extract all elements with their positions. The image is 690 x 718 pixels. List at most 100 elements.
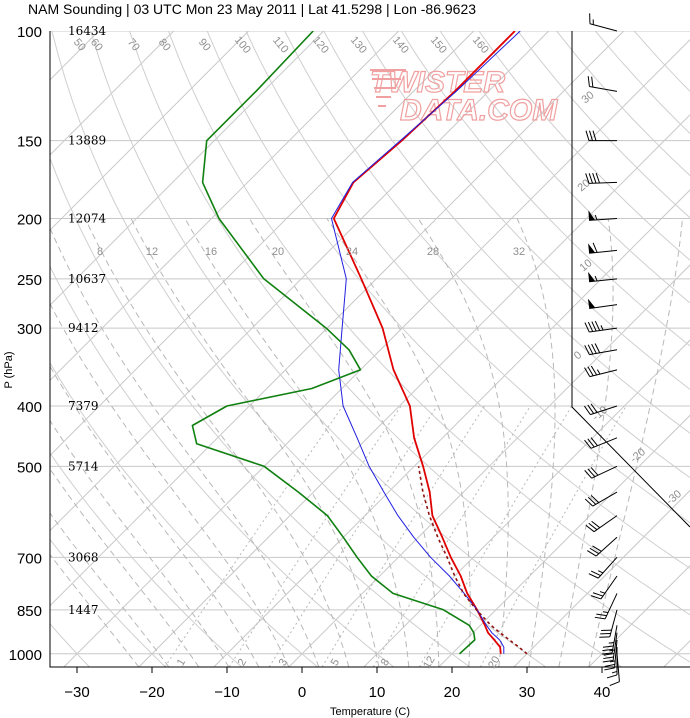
isotherm-line bbox=[50, 31, 475, 457]
dry-adiabat-label: 50 bbox=[71, 37, 88, 54]
dry-adiabat-label: 100 bbox=[232, 34, 253, 56]
background-lines bbox=[50, 31, 690, 667]
dry-adiabat bbox=[323, 31, 690, 434]
height-label: 1447 bbox=[68, 603, 99, 617]
isotherm-line bbox=[50, 31, 625, 607]
mixing-ratio-line bbox=[418, 405, 573, 667]
wind-barb bbox=[584, 365, 618, 378]
y-tick-label: 250 bbox=[17, 272, 42, 289]
dry-adiabat-label: 80 bbox=[156, 37, 173, 54]
mixing-ratio-label: 5 bbox=[329, 657, 342, 668]
theta-e-label: 24 bbox=[346, 246, 358, 258]
dry-adiabat-label: 130 bbox=[348, 34, 369, 56]
wind-barb bbox=[601, 625, 618, 655]
x-tick-label: 30 bbox=[519, 684, 536, 701]
wind-barb bbox=[588, 556, 618, 579]
y-tick-label: 150 bbox=[17, 134, 42, 151]
x-axis-title: Temperature (C) bbox=[330, 706, 410, 718]
mixing-ratio-label: 12 bbox=[421, 654, 438, 671]
x-tick-label: −10 bbox=[214, 684, 239, 701]
y-tick-label: 200 bbox=[17, 211, 42, 228]
y-tick-label: 500 bbox=[17, 459, 42, 476]
dry-adiabat bbox=[129, 31, 690, 663]
x-tick-label: 10 bbox=[369, 684, 386, 701]
isotherm-line bbox=[50, 31, 325, 306]
height-label: 5714 bbox=[68, 459, 99, 473]
wind-barb bbox=[584, 491, 618, 507]
moist-adiabat-label: -20 bbox=[628, 446, 648, 465]
isotherm-line bbox=[663, 640, 690, 667]
x-tick-label: 20 bbox=[444, 684, 461, 701]
moist-adiabat bbox=[326, 218, 471, 667]
y-tick-label: 100 bbox=[17, 24, 42, 41]
wind-barb bbox=[584, 437, 618, 449]
dry-adiabat bbox=[284, 31, 690, 479]
watermark-text: DATA.COM bbox=[400, 94, 558, 127]
dry-adiabat bbox=[50, 452, 242, 667]
moist-adiabat-label: 20 bbox=[576, 177, 593, 194]
height-label: 7379 bbox=[68, 399, 99, 413]
moist-adiabat-label: 10 bbox=[578, 257, 595, 274]
height-label: 10637 bbox=[68, 272, 106, 286]
wind-barb bbox=[587, 76, 618, 92]
mixing-ratio-line bbox=[372, 405, 531, 667]
watermark-text: TWISTER bbox=[370, 66, 505, 99]
wind-barb bbox=[584, 320, 618, 333]
moist-adiabat-label: 0 bbox=[572, 349, 584, 362]
dry-adiabat bbox=[439, 31, 690, 304]
moist-adiabat bbox=[516, 218, 556, 667]
wind-barb bbox=[585, 130, 617, 142]
y-tick-label: 400 bbox=[17, 399, 42, 416]
mixing-ratio-label: 8 bbox=[379, 657, 392, 668]
moist-adiabat bbox=[417, 218, 509, 667]
wind-barb bbox=[606, 646, 618, 679]
y-tick-label: 850 bbox=[17, 603, 42, 620]
dry-adiabat bbox=[167, 31, 690, 616]
twister-logo-icon bbox=[370, 69, 406, 107]
dry-adiabat bbox=[400, 31, 690, 347]
x-tick-label: −20 bbox=[139, 684, 164, 701]
wind-barb bbox=[589, 13, 618, 32]
wind-barb bbox=[599, 609, 618, 638]
x-tick-label: 40 bbox=[594, 684, 611, 701]
wind-barb bbox=[584, 403, 618, 416]
profile-temperature bbox=[332, 31, 516, 654]
isotherm-line bbox=[50, 31, 250, 231]
moist-adiabat bbox=[558, 218, 614, 667]
dry-adiabat bbox=[90, 31, 623, 667]
isotherm-line bbox=[438, 414, 690, 667]
wind-barb bbox=[594, 593, 618, 620]
wind-barb bbox=[588, 271, 618, 283]
profile-parcel bbox=[417, 466, 528, 655]
wind-barb bbox=[609, 653, 620, 687]
dry-adiabat bbox=[556, 31, 690, 177]
x-tick-label: 0 bbox=[298, 684, 306, 701]
moist-adiabat-label: -30 bbox=[664, 488, 684, 507]
theta-e-label: 16 bbox=[205, 246, 217, 258]
dry-adiabat bbox=[50, 538, 166, 667]
dry-adiabat bbox=[362, 31, 690, 390]
mixing-ratio-line bbox=[164, 405, 344, 667]
y-axis-title: P (hPa) bbox=[3, 351, 15, 388]
isotherm-line bbox=[288, 264, 690, 667]
theta-e-label: 12 bbox=[146, 246, 158, 258]
y-tick-label: 700 bbox=[17, 550, 42, 567]
y-tick-label: 300 bbox=[17, 321, 42, 338]
chart-title: NAM Sounding | 03 UTC Mon 23 May 2011 | … bbox=[28, 1, 477, 17]
moist-adiabat bbox=[50, 419, 230, 667]
height-label: 9412 bbox=[68, 321, 99, 335]
isotherm-line bbox=[513, 489, 690, 667]
isotherm-line bbox=[363, 339, 690, 667]
wind-barb bbox=[590, 575, 618, 600]
moist-adiabat bbox=[50, 365, 260, 667]
mixing-ratio-label: 3 bbox=[277, 657, 290, 668]
theta-e-label: 32 bbox=[513, 246, 525, 258]
isotherm-line bbox=[63, 39, 690, 667]
dry-adiabat-label: 150 bbox=[428, 34, 449, 56]
dry-adiabat bbox=[245, 31, 690, 524]
x-tick-label: −30 bbox=[64, 684, 89, 701]
plot-axes bbox=[49, 31, 690, 668]
profile-dewpoint bbox=[191, 31, 476, 655]
